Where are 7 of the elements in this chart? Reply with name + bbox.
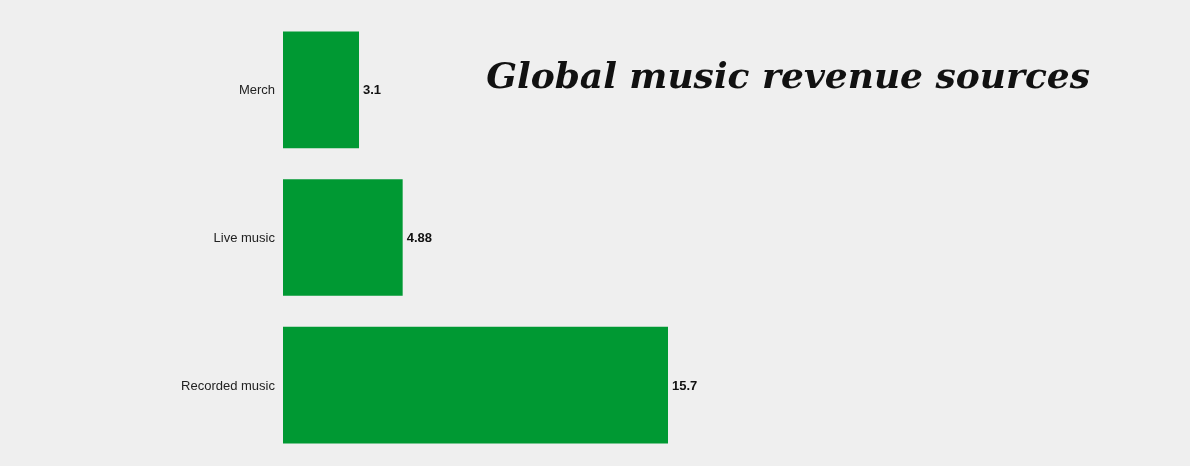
y-tick-label: Recorded music	[181, 377, 276, 393]
y-tick-label: Live music	[213, 230, 276, 245]
data-label: 15.7	[672, 377, 698, 393]
data-label: 4.88	[406, 230, 432, 245]
y-tick-label: Merch	[238, 82, 275, 98]
data-label: 3.1	[363, 82, 382, 98]
text: Global music revenue sources	[486, 54, 1091, 96]
